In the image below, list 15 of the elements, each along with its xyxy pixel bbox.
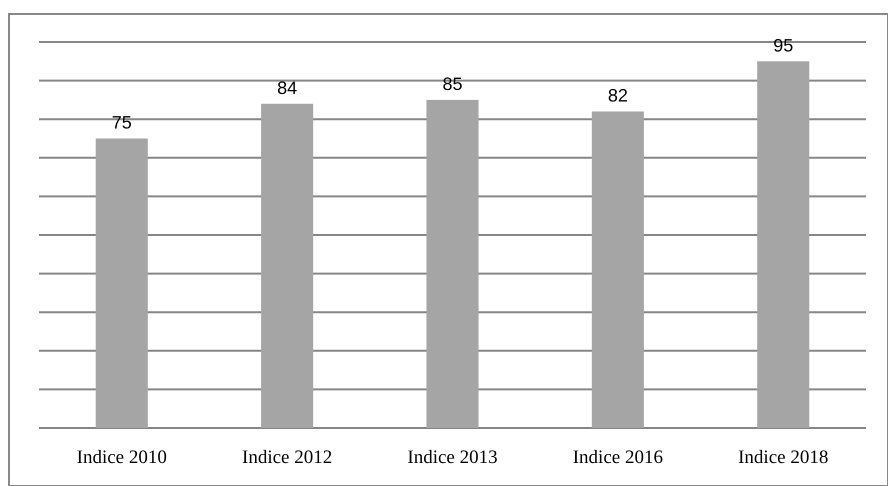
data-label: 85: [442, 74, 463, 94]
bar: [592, 111, 644, 428]
x-tick-label: Indice 2012: [242, 447, 332, 468]
data-label: 82: [608, 85, 628, 106]
x-tick-label: Indice 2018: [738, 447, 828, 468]
bar: [261, 104, 314, 428]
data-label: 95: [773, 35, 794, 56]
bar: [426, 100, 479, 428]
x-tick-label: Indice 2016: [572, 447, 663, 468]
data-label: 75: [112, 112, 132, 132]
bar: [96, 138, 148, 428]
x-tick-label: Indice 2013: [407, 447, 498, 468]
data-label: 84: [277, 78, 298, 98]
bar: [757, 61, 810, 428]
x-tick-label: Indice 2010: [76, 447, 167, 468]
